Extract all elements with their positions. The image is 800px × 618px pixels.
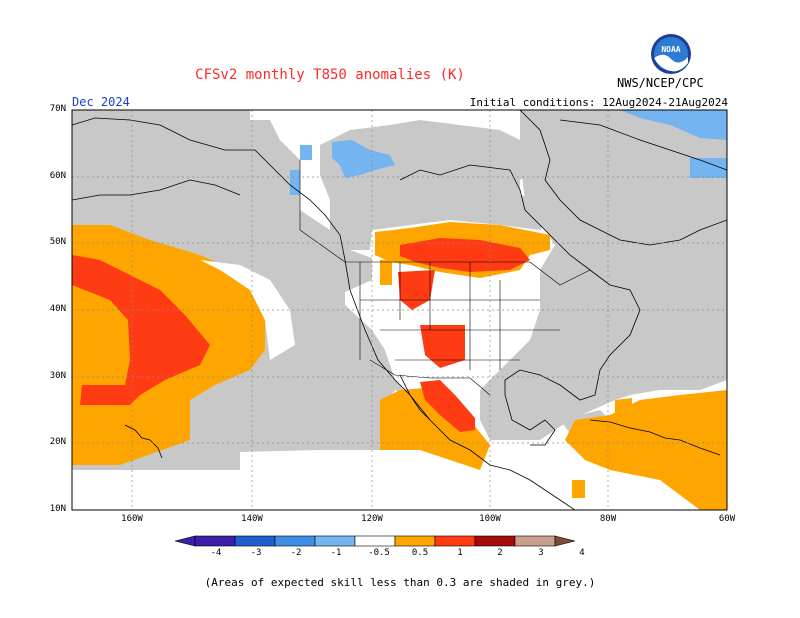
- colorbar-segment: [354, 535, 396, 547]
- colorbar-segment: [274, 535, 316, 547]
- colorbar-segment: [194, 535, 236, 547]
- lat-label: 70N: [49, 104, 66, 114]
- colorbar-label: -1: [330, 548, 342, 558]
- lat-label: 30N: [49, 371, 66, 381]
- lat-label: 20N: [49, 437, 66, 447]
- forecast-month: Dec 2024: [72, 95, 130, 109]
- positive-anomaly-region: [380, 388, 490, 470]
- lat-label: 50N: [49, 237, 66, 247]
- coastlines: [72, 110, 727, 510]
- colorbar-label: 3: [538, 548, 544, 558]
- colorbar-label: -3: [250, 548, 262, 558]
- graticule: [72, 110, 727, 510]
- colorbar-label: -2: [290, 548, 302, 558]
- colorbar-segment: [514, 535, 556, 547]
- colorbar-label: 4: [579, 548, 585, 558]
- map-frame: [71, 109, 728, 511]
- positive-anomaly-region: [572, 480, 585, 498]
- map-white-area: [72, 470, 380, 510]
- colorbar-label: 0.5: [411, 548, 429, 558]
- agency-label: NWS/NCEP/CPC: [617, 76, 704, 90]
- colorbar: [174, 535, 576, 547]
- positive-anomaly-region: [380, 260, 392, 285]
- strong-positive-anomaly-region: [420, 325, 465, 368]
- colorbar-segment: [394, 535, 436, 547]
- initial-conditions: Initial conditions: 12Aug2024-21Aug2024: [469, 96, 728, 109]
- colorbar-label: 1: [457, 548, 463, 558]
- lon-label: 60W: [718, 514, 736, 524]
- colorbar-arrow-right: [554, 535, 576, 547]
- colorbar-label: -4: [210, 548, 222, 558]
- positive-anomaly-region: [565, 390, 727, 510]
- positive-anomaly-region: [615, 398, 632, 415]
- chart-title: CFSv2 monthly T850 anomalies (K): [195, 67, 465, 83]
- colorbar-label: -0.5: [368, 548, 390, 558]
- strong-positive-anomaly-region: [72, 255, 210, 405]
- colorbar-segment: [234, 535, 276, 547]
- lon-label: 120W: [361, 514, 383, 524]
- political-borders: [299, 160, 591, 396]
- lon-label: 140W: [241, 514, 263, 524]
- lon-label: 100W: [479, 514, 501, 524]
- logo-text: NOAA: [661, 45, 680, 54]
- lon-label: 160W: [121, 514, 143, 524]
- skill-footnote: (Areas of expected skill less than 0.3 a…: [204, 576, 596, 589]
- colorbar-segment: [434, 535, 476, 547]
- lat-label: 10N: [49, 504, 66, 514]
- lat-label: 60N: [49, 171, 66, 181]
- colorbar-label: 2: [497, 548, 503, 558]
- negative-anomaly-region: [290, 110, 727, 195]
- strong-positive-anomaly-region: [400, 238, 530, 272]
- noaa-logo-icon: NOAA: [651, 34, 691, 74]
- strong-positive-anomaly-region: [420, 380, 475, 432]
- map-white-area: [200, 260, 295, 360]
- colorbar-segment: [314, 535, 356, 547]
- map-white-area: [250, 110, 360, 150]
- lon-label: 80W: [599, 514, 617, 524]
- lat-label: 40N: [49, 304, 66, 314]
- colorbar-segment: [474, 535, 516, 547]
- colorbar-arrow-left: [174, 535, 196, 547]
